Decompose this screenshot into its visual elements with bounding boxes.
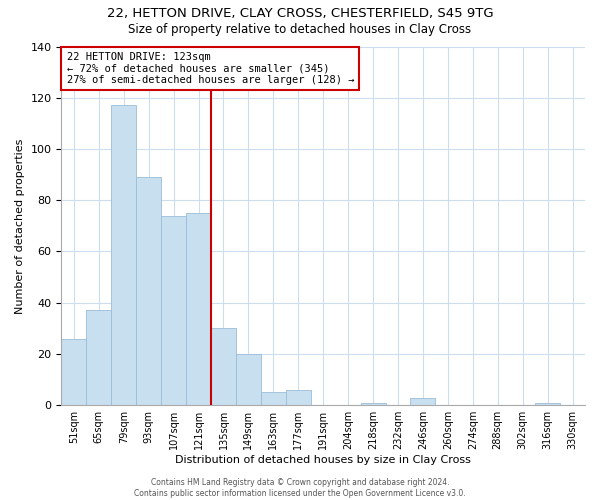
Bar	[61, 338, 86, 405]
Bar	[286, 390, 311, 405]
Bar	[361, 402, 386, 405]
Text: Contains HM Land Registry data © Crown copyright and database right 2024.
Contai: Contains HM Land Registry data © Crown c…	[134, 478, 466, 498]
Bar	[211, 328, 236, 405]
Bar	[535, 402, 560, 405]
Bar	[161, 216, 186, 405]
Bar	[111, 106, 136, 405]
Bar	[86, 310, 111, 405]
Text: Size of property relative to detached houses in Clay Cross: Size of property relative to detached ho…	[128, 22, 472, 36]
Bar	[261, 392, 286, 405]
Text: 22, HETTON DRIVE, CLAY CROSS, CHESTERFIELD, S45 9TG: 22, HETTON DRIVE, CLAY CROSS, CHESTERFIE…	[107, 8, 493, 20]
X-axis label: Distribution of detached houses by size in Clay Cross: Distribution of detached houses by size …	[175, 455, 471, 465]
Bar	[236, 354, 261, 405]
Bar	[410, 398, 436, 405]
Bar	[136, 177, 161, 405]
Bar	[186, 213, 211, 405]
Y-axis label: Number of detached properties: Number of detached properties	[15, 138, 25, 314]
Text: 22 HETTON DRIVE: 123sqm
← 72% of detached houses are smaller (345)
27% of semi-d: 22 HETTON DRIVE: 123sqm ← 72% of detache…	[67, 52, 354, 85]
